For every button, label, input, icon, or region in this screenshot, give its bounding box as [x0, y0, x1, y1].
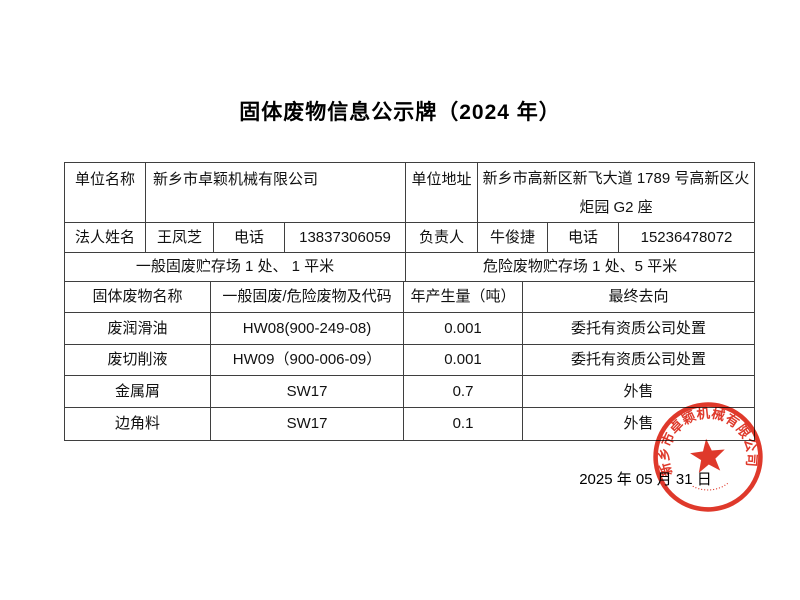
phone-label-1: 电话 — [213, 222, 285, 253]
hazardous-storage-cell: 危险废物贮存场 1 处、5 平米 — [404, 252, 756, 282]
legal-person-value: 王凤芝 — [145, 222, 214, 253]
waste-code: SW17 — [210, 407, 404, 441]
unit-address-label: 单位地址 — [405, 162, 478, 223]
waste-code: SW17 — [210, 375, 404, 408]
responsible-label: 负责人 — [405, 222, 478, 253]
page-title: 固体废物信息公示牌（2024 年） — [239, 101, 561, 124]
waste-destination: 委托有资质公司处置 — [522, 312, 755, 345]
phone-value-1: 13837306059 — [284, 222, 406, 253]
waste-output: 0.001 — [403, 344, 523, 376]
waste-code: HW09（900-006-09） — [210, 344, 404, 376]
table-row: 法人姓名 王凤芝 电话 13837306059 负责人 牛俊捷 电话 15236… — [64, 222, 756, 253]
table-row: 一般固废贮存场 1 处、 1 平米 危险废物贮存场 1 处、5 平米 — [64, 252, 756, 282]
unit-info-table: 单位名称 新乡市卓颖机械有限公司 单位地址 新乡市高新区新飞大道 1789 号高… — [64, 162, 756, 282]
table-row: 废切削液 HW09（900-006-09） 0.001 委托有资质公司处置 — [64, 344, 755, 376]
waste-name: 废切削液 — [64, 344, 211, 376]
responsible-value: 牛俊捷 — [477, 222, 548, 253]
table-row: 金属屑 SW17 0.7 外售 — [64, 375, 755, 408]
waste-destination: 委托有资质公司处置 — [522, 344, 755, 376]
unit-name-label: 单位名称 — [64, 162, 146, 223]
waste-output: 0.7 — [403, 375, 523, 408]
col-header-annual-output: 年产生量（吨） — [403, 281, 523, 313]
waste-output: 0.001 — [403, 312, 523, 345]
waste-name: 边角料 — [64, 407, 211, 441]
waste-name: 金属屑 — [64, 375, 211, 408]
col-header-waste-code: 一般固废/危险废物及代码 — [210, 281, 404, 313]
table-row: 边角料 SW17 0.1 外售 — [64, 407, 755, 441]
phone-label-2: 电话 — [547, 222, 619, 253]
waste-output: 0.1 — [403, 407, 523, 441]
unit-address-value: 新乡市高新区新飞大道 1789 号高新区火炬园 G2 座 — [476, 162, 756, 223]
legal-person-label: 法人姓名 — [64, 222, 146, 253]
waste-name: 废润滑油 — [64, 312, 211, 345]
col-header-waste-name: 固体废物名称 — [64, 281, 211, 313]
waste-list-table: 固体废物名称 一般固废/危险废物及代码 年产生量（吨） 最终去向 废润滑油 HW… — [64, 281, 755, 441]
waste-destination: 外售 — [522, 375, 755, 408]
general-storage-cell: 一般固废贮存场 1 处、 1 平米 — [64, 252, 406, 282]
signature-date: 2025 年 05 月 31 日 — [579, 471, 712, 488]
notice-tables: 单位名称 新乡市卓颖机械有限公司 单位地址 新乡市高新区新飞大道 1789 号高… — [64, 162, 756, 441]
waste-destination: 外售 — [522, 407, 755, 441]
unit-name-value: 新乡市卓颖机械有限公司 — [145, 162, 406, 223]
waste-code: HW08(900-249-08) — [210, 312, 404, 345]
table-row: 单位名称 新乡市卓颖机械有限公司 单位地址 新乡市高新区新飞大道 1789 号高… — [64, 162, 756, 223]
waste-header-row: 固体废物名称 一般固废/危险废物及代码 年产生量（吨） 最终去向 — [64, 281, 755, 313]
col-header-destination: 最终去向 — [522, 281, 755, 313]
phone-value-2: 15236478072 — [617, 222, 756, 253]
table-row: 废润滑油 HW08(900-249-08) 0.001 委托有资质公司处置 — [64, 312, 755, 345]
